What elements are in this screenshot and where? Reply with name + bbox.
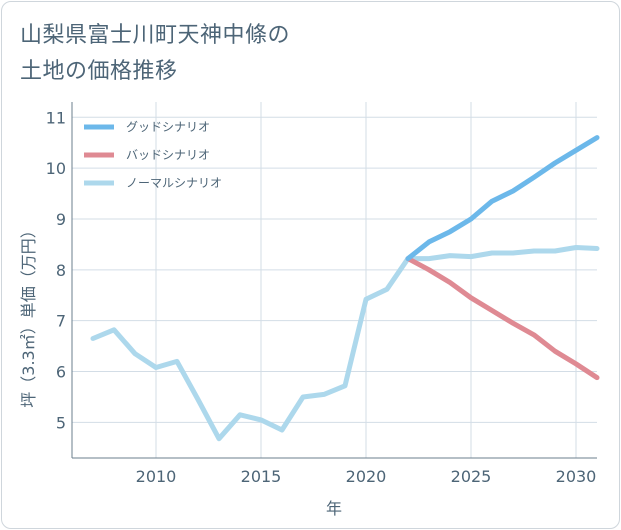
y-tick-label: 11 bbox=[46, 108, 66, 127]
x-tick-labels: 2010 2015 2020 2025 2030 bbox=[136, 467, 597, 486]
x-tick-label: 2025 bbox=[451, 467, 492, 486]
chart-title-line-2: 土地の価格推移 bbox=[20, 59, 178, 84]
legend-label: バッドシナリオ bbox=[126, 148, 210, 162]
y-tick-labels: 5 6 7 8 9 10 11 bbox=[46, 108, 66, 432]
series-line bbox=[90, 245, 600, 442]
chart-title-line-1: 山梨県富士川町天神中條の bbox=[20, 23, 291, 48]
y-axis-label: 坪（3.3㎡）単価（万円） bbox=[19, 222, 38, 407]
y-tick-label: 8 bbox=[56, 261, 66, 280]
y-tick-label: 5 bbox=[56, 413, 66, 432]
series-lines bbox=[90, 135, 600, 442]
y-tick-label: 9 bbox=[56, 210, 66, 229]
series-line bbox=[405, 256, 600, 381]
x-tick-label: 2030 bbox=[556, 467, 597, 486]
x-tick-label: 2010 bbox=[136, 467, 177, 486]
chart-title: 山梨県富士川町天神中條の 土地の価格推移 bbox=[20, 18, 290, 90]
x-axis-label: 年 bbox=[326, 499, 342, 518]
legend-label: グッドシナリオ bbox=[126, 120, 210, 134]
x-tick-label: 2015 bbox=[241, 467, 282, 486]
y-tick-label: 6 bbox=[56, 363, 66, 382]
x-tick-label: 2020 bbox=[346, 467, 387, 486]
legend-label: ノーマルシナリオ bbox=[126, 176, 222, 190]
series-line bbox=[405, 135, 600, 262]
y-tick-label: 7 bbox=[56, 312, 66, 331]
y-tick-label: 10 bbox=[46, 159, 66, 178]
